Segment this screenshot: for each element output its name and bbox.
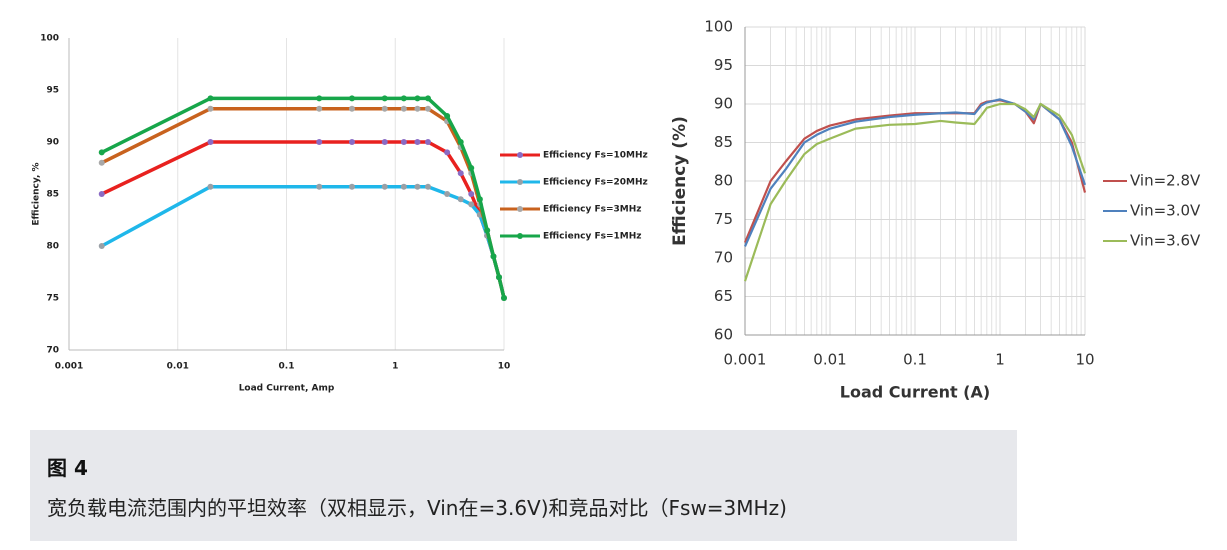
data-point xyxy=(381,183,388,190)
data-point xyxy=(381,105,388,112)
legend-label: Vin=2.8V xyxy=(1130,172,1201,190)
data-point xyxy=(457,196,464,203)
series-line xyxy=(100,96,506,299)
legend-label: Efficiency Fs=3MHz xyxy=(543,205,642,215)
y-tick-label: 90 xyxy=(714,95,733,113)
data-point xyxy=(414,95,421,102)
data-point xyxy=(484,227,491,234)
x-tick-label: 10 xyxy=(498,362,511,372)
data-point xyxy=(207,95,214,102)
data-point xyxy=(98,159,105,166)
x-tick-label: 0.001 xyxy=(55,362,83,372)
data-point xyxy=(424,183,431,190)
data-point xyxy=(400,105,407,112)
legend-marker xyxy=(517,206,523,212)
legend-label: Efficiency Fs=20MHz xyxy=(543,178,648,188)
series-line xyxy=(743,102,1087,282)
x-tick-label: 0.001 xyxy=(724,351,767,369)
data-point xyxy=(98,191,105,197)
chart: 60 65 70 75 80 85 90 95 100 0.001 0.01 0.1 1 10 Load C… xyxy=(670,18,1201,402)
charts: 70 75 80 85 90 95 100 0.001 0.01 0.1 1 10 Load Curre… xyxy=(32,18,1202,402)
data-point xyxy=(414,183,421,190)
data-point xyxy=(424,105,431,112)
data-point xyxy=(457,170,464,177)
data-point xyxy=(490,253,497,260)
x-tick-label: 0.1 xyxy=(903,351,927,369)
y-tick-label: 65 xyxy=(714,287,733,305)
data-point xyxy=(316,105,323,112)
data-point xyxy=(207,105,214,112)
y-tick-label: 100 xyxy=(40,34,59,44)
legend-label: Vin=3.6V xyxy=(1130,232,1201,250)
legend-label: Vin=3.0V xyxy=(1130,202,1201,220)
data-point xyxy=(348,105,355,112)
chart: 70 75 80 85 90 95 100 0.001 0.01 0.1 1 10 Load Curre… xyxy=(32,34,648,394)
y-axis-label: Efficiency (%) xyxy=(670,116,690,246)
y-tick-label: 80 xyxy=(714,172,733,190)
y-tick-label: 85 xyxy=(46,190,59,200)
data-point xyxy=(207,139,214,145)
y-tick-label: 70 xyxy=(46,346,59,356)
data-point xyxy=(348,95,355,102)
data-point xyxy=(496,274,503,281)
data-point xyxy=(444,149,451,156)
data-point xyxy=(501,295,507,301)
data-point xyxy=(400,183,407,190)
data-point xyxy=(98,149,105,156)
x-tick-label: 0.01 xyxy=(813,351,846,369)
x-tick-label: 10 xyxy=(1075,351,1094,369)
x-tick-label: 0.1 xyxy=(279,362,295,372)
series-line xyxy=(100,106,506,299)
y-tick-label: 95 xyxy=(46,86,59,96)
data-point xyxy=(316,183,323,190)
data-point xyxy=(381,139,388,145)
data-point xyxy=(468,201,475,208)
data-point xyxy=(424,95,431,102)
caption-label: 图 4 xyxy=(47,456,88,480)
y-tick-label: 95 xyxy=(714,56,733,74)
data-point xyxy=(457,139,464,145)
data-point xyxy=(316,139,323,145)
data-point xyxy=(381,95,388,102)
data-point xyxy=(444,191,451,197)
data-point xyxy=(476,196,483,203)
data-point xyxy=(424,139,431,145)
data-point xyxy=(400,95,407,102)
series-line xyxy=(100,140,506,299)
data-point xyxy=(348,139,355,145)
y-tick-label: 80 xyxy=(46,242,59,252)
caption-box: 图 4 宽负载电流范围内的平坦效率（双相显示，Vin在=3.6V)和竞品对比（F… xyxy=(30,430,1017,541)
series-line xyxy=(100,184,506,299)
legend-marker xyxy=(517,179,523,185)
y-tick-label: 70 xyxy=(714,249,733,267)
y-tick-label: 60 xyxy=(714,326,733,344)
y-tick-label: 100 xyxy=(704,18,733,36)
y-tick-label: 90 xyxy=(46,138,59,148)
legend-label: Efficiency Fs=1MHz xyxy=(543,232,642,242)
legend-marker xyxy=(517,233,523,239)
data-point xyxy=(414,105,421,112)
caption-text: 宽负载电流范围内的平坦效率（双相显示，Vin在=3.6V)和竞品对比（Fsw=3… xyxy=(47,496,787,520)
data-point xyxy=(444,113,451,119)
x-tick-label: 0.01 xyxy=(167,362,189,372)
y-tick-label: 75 xyxy=(46,294,59,304)
legend-marker xyxy=(517,152,523,158)
data-point xyxy=(207,183,214,190)
x-tick-label: 1 xyxy=(995,351,1005,369)
data-point xyxy=(348,183,355,190)
data-point xyxy=(468,191,475,197)
x-axis-label: Load Current, Amp xyxy=(239,384,335,394)
x-axis-label: Load Current (A) xyxy=(840,383,990,402)
y-tick-label: 75 xyxy=(714,210,733,228)
y-axis-label: Efficiency, % xyxy=(32,162,42,225)
data-point xyxy=(400,139,407,145)
data-point xyxy=(98,243,105,249)
x-tick-label: 1 xyxy=(392,362,398,372)
legend-label: Efficiency Fs=10MHz xyxy=(543,151,648,161)
data-point xyxy=(316,95,323,102)
data-point xyxy=(414,139,421,145)
data-point xyxy=(468,165,475,171)
y-tick-label: 85 xyxy=(714,133,733,151)
